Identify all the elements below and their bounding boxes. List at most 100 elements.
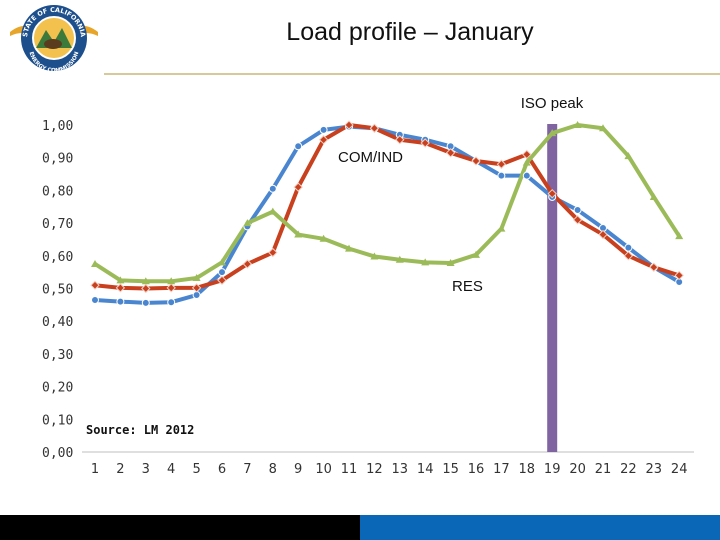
data-point <box>522 171 531 180</box>
x-tick-label: 11 <box>341 462 358 475</box>
x-tick-label: 20 <box>569 462 586 475</box>
data-point <box>91 295 99 304</box>
data-point <box>471 156 481 166</box>
x-tick-label: 24 <box>671 462 688 475</box>
com-ind-label: COM/IND <box>338 149 403 166</box>
x-tick-label: 1 <box>91 462 99 475</box>
series-line-0 <box>94 124 681 305</box>
y-tick-label: 0,80 <box>42 184 73 199</box>
x-tick-label: 4 <box>167 462 175 475</box>
y-tick-label: 0,50 <box>42 283 73 298</box>
energy-commission-logo: STATE OF CALIFORNIA ENERGY COMMISSION <box>6 2 102 74</box>
data-point <box>345 244 353 252</box>
data-point <box>293 182 303 192</box>
x-tick-label: 10 <box>315 462 332 475</box>
data-point <box>141 283 151 294</box>
data-point <box>141 298 150 307</box>
y-tick-label: 0,00 <box>42 446 73 461</box>
load-profile-chart: 0,00 0,10 0,20 0,30 0,40 0,50 0,60 0,70 0,80 0,90… <box>42 95 694 475</box>
data-point <box>497 224 506 232</box>
data-point <box>369 123 380 133</box>
data-point <box>116 276 125 284</box>
y-tick-label: 0,30 <box>42 348 73 363</box>
data-point <box>445 148 456 158</box>
x-tick-label: 13 <box>392 462 409 475</box>
source-label: Source: LM 2012 <box>86 423 194 437</box>
x-tick-label: 9 <box>294 462 302 475</box>
iso-peak-label: ISO peak <box>521 95 584 112</box>
data-point <box>115 283 126 293</box>
data-point <box>191 283 202 293</box>
data-point <box>344 120 354 130</box>
data-point <box>547 188 557 199</box>
data-point <box>192 274 201 282</box>
data-point <box>674 270 684 281</box>
data-point <box>217 275 227 286</box>
x-tick-label: 17 <box>493 462 510 475</box>
data-point <box>90 280 100 290</box>
x-tick-label: 18 <box>519 462 536 475</box>
footer-bar-blue <box>360 515 720 540</box>
data-point <box>243 219 252 227</box>
y-tick-label: 0,10 <box>42 413 73 428</box>
x-tick-label: 14 <box>417 462 434 475</box>
x-tick-label: 8 <box>269 462 277 475</box>
logo-bear <box>44 39 62 49</box>
y-tick-label: 0,60 <box>42 250 73 265</box>
data-point <box>572 215 583 225</box>
x-tick-label: 3 <box>142 462 150 475</box>
data-point <box>268 184 277 193</box>
data-point <box>496 159 507 169</box>
data-point <box>472 250 480 258</box>
logo-seal <box>32 16 76 60</box>
data-point <box>395 135 405 145</box>
data-point <box>167 277 176 285</box>
data-point <box>522 158 531 166</box>
data-point <box>624 243 633 252</box>
x-tick-label: 5 <box>192 462 200 475</box>
data-point <box>141 277 150 285</box>
x-tick-label: 16 <box>468 462 485 475</box>
data-point <box>192 291 201 300</box>
footer-bar-dark <box>0 515 360 540</box>
data-point <box>319 125 328 134</box>
y-tick-label: 0,20 <box>42 381 73 396</box>
x-tick-label: 21 <box>595 462 612 475</box>
data-point <box>166 283 176 293</box>
data-point <box>675 232 684 240</box>
data-point <box>420 138 430 148</box>
data-point <box>294 230 303 238</box>
data-point <box>599 124 607 132</box>
data-point <box>318 135 329 145</box>
page-title: Load profile – January <box>286 18 534 46</box>
x-tick-label: 7 <box>243 462 251 475</box>
x-tick-label: 6 <box>218 462 226 475</box>
data-point <box>319 234 328 242</box>
data-point <box>268 247 278 258</box>
data-point <box>446 258 455 266</box>
data-point <box>497 171 506 180</box>
y-tick-label: 0,40 <box>42 315 73 330</box>
x-tick-label: 22 <box>620 462 637 475</box>
y-tick-label: 0,90 <box>42 152 73 167</box>
data-point <box>649 262 659 272</box>
data-point <box>573 121 582 128</box>
series-line-2 <box>93 123 681 284</box>
data-point <box>218 268 226 277</box>
x-tick-label: 15 <box>442 462 459 475</box>
data-point <box>167 298 176 307</box>
x-tick-label: 2 <box>116 462 124 475</box>
data-point <box>548 129 557 137</box>
data-point <box>598 229 608 240</box>
title-divider <box>104 73 720 75</box>
data-point <box>116 297 125 306</box>
data-point <box>623 251 634 261</box>
data-point <box>421 258 430 266</box>
data-point <box>370 252 379 260</box>
data-point <box>573 206 582 215</box>
data-point <box>294 142 303 151</box>
data-point <box>91 259 99 267</box>
data-point <box>649 192 658 200</box>
data-point <box>395 255 404 263</box>
x-tick-label: 12 <box>366 462 383 475</box>
